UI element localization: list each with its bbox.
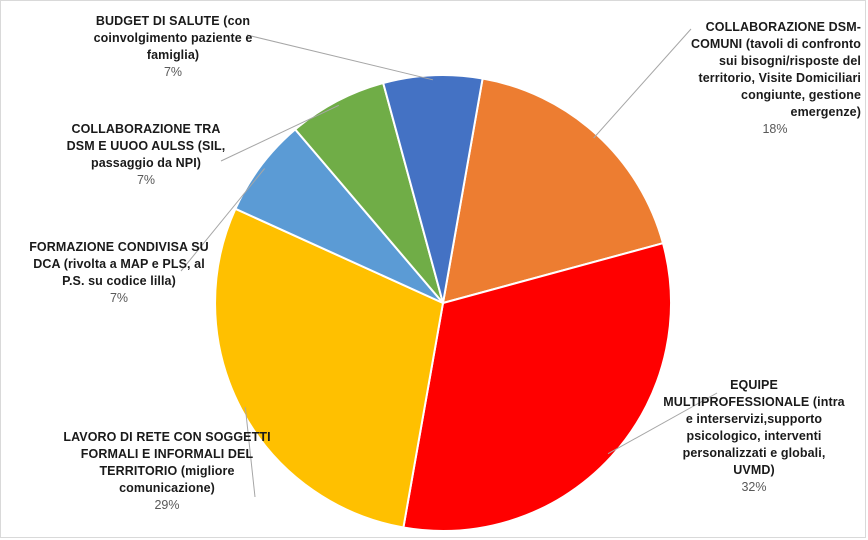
leader-line — [246, 34, 434, 81]
leader-lines — [180, 28, 718, 498]
leader-line — [593, 28, 692, 139]
slice-value-dsm-comuni: 18% — [762, 122, 788, 136]
slice-label-equipe: EQUIPE MULTIPROFESSIONALE (intra e inter… — [663, 377, 845, 496]
leader-line — [220, 104, 340, 162]
slice-value-lavoro-rete: 29% — [154, 498, 180, 512]
slice-lavoro-rete — [214, 207, 445, 529]
slice-budget — [381, 74, 484, 304]
slice-equipe — [402, 241, 672, 532]
leader-line — [180, 168, 265, 272]
leader-line — [607, 392, 718, 455]
slice-name-equipe: EQUIPE MULTIPROFESSIONALE (intra e inter… — [663, 378, 845, 477]
slice-name-formazione: FORMAZIONE CONDIVISA SU DCA (rivolta a M… — [29, 240, 209, 288]
slice-value-formazione: 7% — [109, 291, 129, 305]
slice-label-dsm-uuoo: COLLABORAZIONE TRA DSM E UUOO AULSS (SIL… — [59, 121, 233, 189]
leader-line — [244, 407, 256, 498]
pie-slices — [214, 74, 672, 532]
slice-name-dsm-comuni: COLLABORAZIONE DSM-COMUNI (tavoli di con… — [690, 20, 861, 119]
slice-name-dsm-uuoo: COLLABORAZIONE TRA DSM E UUOO AULSS (SIL… — [66, 122, 226, 170]
slice-name-budget: BUDGET DI SALUTE (con coinvolgimento paz… — [93, 14, 253, 62]
slice-name-lavoro-rete: LAVORO DI RETE CON SOGGETTI FORMALI E IN… — [63, 430, 271, 495]
slice-label-formazione: FORMAZIONE CONDIVISA SU DCA (rivolta a M… — [21, 239, 217, 307]
slice-value-equipe: 32% — [741, 480, 767, 494]
slice-label-dsm-comuni: COLLABORAZIONE DSM-COMUNI (tavoli di con… — [689, 19, 861, 138]
slice-label-lavoro-rete: LAVORO DI RETE CON SOGGETTI FORMALI E IN… — [53, 429, 281, 514]
slice-label-budget: BUDGET DI SALUTE (con coinvolgimento paz… — [73, 13, 273, 81]
slice-value-dsm-uuoo: 7% — [136, 173, 156, 187]
slice-value-budget: 7% — [163, 65, 183, 79]
